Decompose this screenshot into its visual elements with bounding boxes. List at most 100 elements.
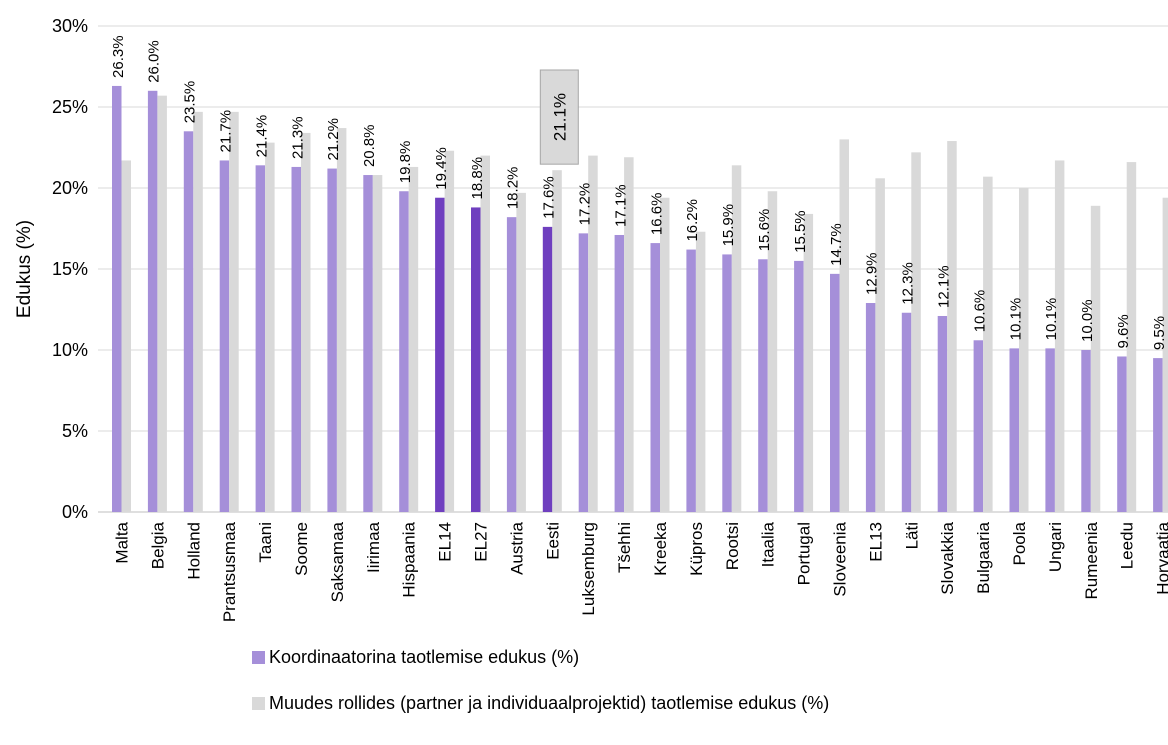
x-tick-label: Malta bbox=[113, 521, 132, 563]
legend-swatch-coordinator bbox=[252, 651, 265, 664]
bar-coordinator bbox=[471, 207, 481, 512]
x-tick-label: Iirimaa bbox=[364, 521, 383, 573]
bar-other-roles bbox=[983, 176, 993, 512]
bar-coordinator bbox=[435, 197, 445, 512]
x-tick-label: EL13 bbox=[866, 522, 885, 562]
data-label-coordinator: 16.2% bbox=[684, 199, 701, 242]
bar-other-roles bbox=[695, 231, 706, 513]
bar-other-roles bbox=[588, 155, 598, 512]
data-label-coordinator: 26.3% bbox=[110, 35, 127, 78]
data-label-coordinator: 21.4% bbox=[253, 115, 270, 158]
y-tick-label: 25% bbox=[52, 97, 88, 117]
legend-label-coordinator: Koordinaatorina taotlemise edukus (%) bbox=[269, 647, 580, 667]
bar-other-roles bbox=[444, 150, 455, 513]
bar-coordinator bbox=[722, 254, 732, 513]
data-label-coordinator: 9.5% bbox=[1151, 316, 1168, 350]
bar-coordinator bbox=[291, 166, 301, 512]
annotation-box bbox=[539, 69, 579, 165]
bar-other-roles bbox=[767, 191, 778, 513]
x-tick-label: EL27 bbox=[472, 522, 491, 562]
bar-coordinator bbox=[830, 273, 840, 512]
x-tick-label: Kreeka bbox=[651, 521, 670, 575]
data-label-coordinator: 18.2% bbox=[505, 167, 522, 210]
bar-coordinator bbox=[686, 249, 696, 512]
bar-coordinator bbox=[865, 303, 876, 512]
bar-other-roles bbox=[336, 128, 347, 512]
x-tick-label: Prantsusmaa bbox=[220, 521, 239, 622]
bar-coordinator bbox=[1153, 358, 1163, 512]
annotation-label: 21.1% bbox=[550, 93, 569, 141]
bar-coordinator bbox=[614, 234, 625, 513]
bar-other-roles bbox=[624, 157, 634, 512]
data-label-coordinator: 21.3% bbox=[289, 116, 306, 159]
x-tick-label: Soome bbox=[292, 522, 311, 576]
y-tick-label: 15% bbox=[52, 259, 88, 279]
x-tick-label: Itaalia bbox=[759, 521, 778, 567]
x-tick-label: Rootsi bbox=[723, 522, 742, 570]
x-tick-label: Belgia bbox=[148, 521, 167, 569]
bar-other-roles bbox=[947, 141, 957, 512]
data-label-coordinator: 17.2% bbox=[576, 183, 593, 226]
x-tick-label: Eesti bbox=[543, 522, 562, 560]
bar-other-roles bbox=[1162, 197, 1168, 512]
bar-other-roles bbox=[408, 166, 419, 512]
bar-coordinator bbox=[363, 175, 373, 513]
bar-coordinator bbox=[650, 243, 660, 512]
x-tick-label: Tšehhi bbox=[615, 522, 634, 573]
legend-item-other-roles: Muudes rollides (partner ja individuaalp… bbox=[252, 693, 829, 714]
x-tick-label: Leedu bbox=[1118, 522, 1137, 569]
bar-coordinator bbox=[255, 165, 266, 512]
data-label-coordinator: 9.6% bbox=[1115, 314, 1132, 348]
legend-item-coordinator: Koordinaatorina taotlemise edukus (%) bbox=[252, 647, 579, 668]
data-label-coordinator: 20.8% bbox=[361, 124, 378, 167]
bar-other-roles bbox=[193, 111, 203, 513]
x-tick-label: Hispaania bbox=[400, 521, 419, 597]
bar-other-roles bbox=[875, 178, 885, 512]
bar-other-roles bbox=[157, 95, 167, 512]
bar-other-roles bbox=[372, 175, 383, 513]
data-label-coordinator: 17.1% bbox=[612, 184, 629, 227]
bar-coordinator bbox=[973, 340, 984, 512]
bar-other-roles bbox=[911, 152, 921, 513]
data-label-coordinator: 16.6% bbox=[648, 193, 665, 236]
data-label-coordinator: 21.7% bbox=[217, 110, 234, 153]
y-tick-label: 5% bbox=[62, 421, 88, 441]
x-tick-label: Läti bbox=[902, 522, 921, 549]
bar-coordinator bbox=[1117, 356, 1127, 512]
x-tick-label: Luksemburg bbox=[579, 522, 598, 616]
legend-label-other-roles: Muudes rollides (partner ja individuaalp… bbox=[269, 693, 830, 713]
y-axis-title: Edukus (%) bbox=[14, 220, 35, 318]
data-label-coordinator: 12.9% bbox=[864, 252, 881, 295]
bar-other-roles bbox=[1126, 162, 1137, 512]
bar-other-roles bbox=[1054, 160, 1065, 512]
data-label-coordinator: 15.5% bbox=[792, 210, 809, 253]
bar-coordinator bbox=[758, 259, 768, 512]
x-tick-label: Slovakkia bbox=[938, 521, 957, 594]
bar-other-roles bbox=[731, 165, 742, 512]
x-tick-label: Rumeenia bbox=[1082, 521, 1101, 599]
bar-other-roles bbox=[839, 139, 849, 512]
data-label-coordinator: 17.6% bbox=[541, 176, 558, 219]
y-tick-label: 0% bbox=[62, 502, 88, 522]
bar-other-roles bbox=[660, 197, 670, 512]
data-label-coordinator: 23.5% bbox=[182, 81, 199, 124]
x-tick-label: Holland bbox=[184, 522, 203, 580]
bar-other-roles bbox=[480, 155, 490, 512]
data-label-coordinator: 15.9% bbox=[720, 204, 737, 247]
data-label-coordinator: 10.1% bbox=[1043, 298, 1060, 341]
x-tick-label: Saksamaa bbox=[328, 521, 347, 602]
data-label-coordinator: 19.8% bbox=[397, 141, 414, 184]
bar-other-roles bbox=[1090, 205, 1101, 512]
bar-coordinator bbox=[1081, 350, 1091, 512]
x-tick-label: Portugal bbox=[795, 522, 814, 585]
bar-coordinator bbox=[578, 233, 589, 513]
bar-coordinator bbox=[901, 312, 912, 512]
bar-other-roles bbox=[121, 160, 131, 512]
bar-coordinator bbox=[112, 85, 122, 512]
bar-coordinator bbox=[399, 191, 409, 513]
x-tick-label: Austria bbox=[507, 521, 526, 574]
data-label-coordinator: 10.0% bbox=[1079, 299, 1096, 342]
bar-coordinator bbox=[1009, 348, 1019, 512]
bar-other-roles bbox=[229, 111, 239, 513]
